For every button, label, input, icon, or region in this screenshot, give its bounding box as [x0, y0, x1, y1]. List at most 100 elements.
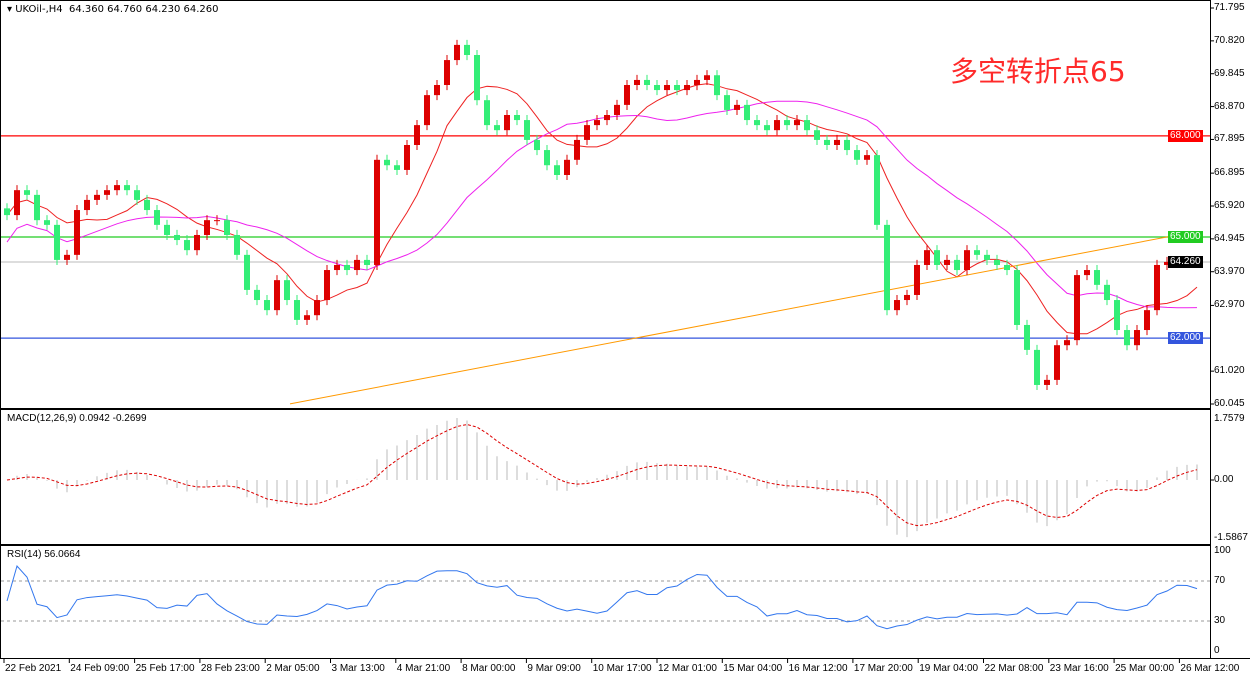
candle-body: [604, 115, 610, 121]
candle-body: [204, 220, 210, 235]
time-tick-label: 4 Mar 21:00: [396, 663, 451, 674]
macd-tick-label: 1.7579: [1214, 413, 1245, 424]
candle-body: [1124, 330, 1130, 346]
candle-body: [84, 199, 90, 211]
candle-body: [44, 220, 50, 225]
candle-body: [434, 85, 440, 96]
price-tick-label: 67.895: [1214, 133, 1245, 145]
candle-body: [754, 120, 760, 126]
candle-body: [24, 190, 30, 195]
candle-body: [494, 125, 500, 131]
time-tick-label: 12 Mar 01:00: [658, 663, 717, 674]
price-tick-label: 63.970: [1214, 265, 1245, 277]
candle-body: [184, 240, 190, 251]
candle-body: [874, 155, 880, 225]
candle-body: [694, 79, 700, 86]
candle-body: [674, 85, 680, 91]
candle-body: [1114, 300, 1120, 331]
candle-body: [74, 210, 80, 255]
price-tick-label: 66.895: [1214, 167, 1245, 179]
candle-body: [884, 224, 890, 311]
ohlc-values: 64.360 64.760 64.230 64.260: [69, 4, 219, 15]
candle-body: [134, 190, 140, 200]
candle-body: [534, 139, 540, 151]
candle-body: [124, 185, 130, 191]
candle-body: [1014, 270, 1020, 325]
time-tick-label: 25 Mar 00:00: [1115, 663, 1175, 674]
time-tick-label: 15 Mar 04:00: [723, 663, 783, 674]
time-tick-label: 2 Mar 05:00: [266, 663, 320, 674]
candle-body: [944, 259, 950, 265]
candle-body: [574, 139, 580, 160]
price-tick-label: 69.845: [1214, 67, 1245, 79]
candle-body: [224, 220, 230, 235]
candle-body: [4, 208, 10, 216]
candle-body: [94, 194, 100, 200]
time-tick-label: 28 Feb 23:00: [200, 663, 260, 674]
candle-body: [344, 264, 350, 271]
candle-body: [444, 60, 450, 86]
macd-tick-label: 0.00: [1214, 474, 1234, 485]
candle-body: [1034, 349, 1040, 385]
candle-body: [794, 120, 800, 126]
time-tick-label: 16 Mar 12:00: [788, 663, 848, 674]
rsi-tick-label: 100: [1214, 545, 1231, 556]
candle-body: [1134, 330, 1140, 346]
price-tick-label: 68.870: [1214, 100, 1245, 112]
candle-body: [1054, 345, 1060, 380]
candle-body: [1064, 340, 1070, 346]
candle-body: [404, 144, 410, 170]
macd-signal-line: [6, 424, 1198, 527]
candle-body: [1104, 284, 1110, 301]
candle-body: [1144, 310, 1150, 331]
level-tag-68.000: 68.000: [1168, 129, 1203, 142]
candle-body: [744, 104, 750, 121]
candle-body: [804, 120, 810, 131]
candle-body: [514, 115, 520, 121]
candle-body: [154, 210, 160, 225]
candle-body: [174, 234, 180, 241]
candle-body: [734, 104, 740, 110]
price-tick-label: 65.920: [1214, 200, 1245, 211]
candle-body: [704, 75, 710, 80]
candle-body: [1084, 270, 1090, 276]
candle-body: [894, 300, 900, 311]
candle-body: [764, 125, 770, 131]
macd-tick-label: -1.5867: [1214, 532, 1248, 543]
candle-body: [554, 165, 560, 175]
candle-body: [14, 190, 20, 216]
time-tick-label: 25 Feb 17:00: [135, 663, 195, 674]
candle-body: [314, 300, 320, 316]
candle-body: [914, 264, 920, 295]
time-tick-label: 10 Mar 17:00: [592, 663, 652, 674]
candle-body: [684, 85, 690, 91]
price-tick-label: 62.970: [1214, 299, 1245, 311]
candle-body: [324, 270, 330, 301]
candle-body: [334, 264, 340, 271]
time-tick-label: 3 Mar 13:00: [331, 663, 385, 674]
candle-body: [304, 315, 310, 320]
candle-body: [424, 95, 430, 126]
candle-body: [234, 234, 240, 255]
candle-body: [144, 199, 150, 211]
time-tick-label: 9 Mar 09:00: [527, 663, 581, 674]
candle-body: [1024, 324, 1030, 350]
candle-body: [414, 125, 420, 145]
panel-frame-0: [0, 0, 1211, 409]
ma-mid-line: [6, 100, 1198, 309]
rsi-tick-label: 70: [1214, 575, 1226, 586]
candle-body: [374, 159, 380, 265]
level-tag-65.000: 65.000: [1168, 231, 1203, 243]
candle-body: [54, 224, 60, 260]
candle-body: [654, 85, 660, 91]
candle-body: [294, 300, 300, 320]
candle-body: [814, 130, 820, 140]
candle-body: [364, 259, 370, 265]
time-tick-label: 22 Mar 08:00: [984, 663, 1044, 674]
candle-body: [844, 139, 850, 151]
candle-body: [854, 150, 860, 160]
rsi-tick-label: 30: [1214, 615, 1226, 626]
price-tick-label: 61.020: [1214, 365, 1245, 377]
